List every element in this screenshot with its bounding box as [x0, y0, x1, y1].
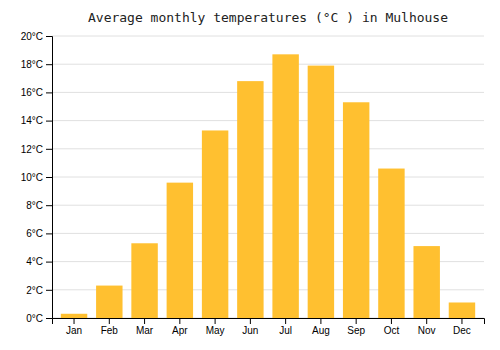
grid-line — [52, 120, 484, 121]
tick-label: 8°C — [26, 200, 43, 211]
tick-label: 18°C — [21, 59, 43, 70]
tick-mark — [179, 318, 180, 324]
tick: 10°C — [21, 172, 52, 183]
tick: Oct — [384, 318, 400, 336]
tick-mark — [46, 177, 52, 178]
bar — [131, 243, 157, 318]
tick: 0°C — [26, 313, 52, 324]
tick-label: 16°C — [21, 87, 43, 98]
bar — [343, 102, 369, 318]
tick-mark — [46, 262, 52, 263]
tick-label: 12°C — [21, 144, 43, 155]
grid-line — [52, 177, 484, 178]
tick-mark — [46, 233, 52, 234]
tick-mark — [46, 92, 52, 93]
tick-mark — [74, 318, 75, 324]
tick: Jul — [279, 318, 292, 336]
tick: Feb — [101, 318, 119, 336]
tick-mark — [46, 149, 52, 150]
tick: 8°C — [26, 200, 52, 211]
tick-label: Nov — [418, 325, 436, 336]
tick-label: Apr — [172, 325, 188, 336]
tick: Jan — [66, 318, 82, 336]
tick-mark — [144, 318, 145, 324]
tick: Sep — [347, 318, 365, 336]
tick-label: 6°C — [26, 228, 43, 239]
bar — [308, 66, 334, 318]
bar — [237, 81, 263, 318]
tick: Aug — [312, 318, 330, 336]
x-axis: Jan Feb Mar Apr May Jun Jul Aug Sep Oct Nov Dec — [53, 318, 485, 336]
tick-mark — [285, 318, 286, 324]
tick: 6°C — [26, 228, 52, 239]
tick: 20°C — [21, 31, 52, 42]
bar — [413, 246, 439, 318]
tick-label: Sep — [347, 325, 365, 336]
bar — [378, 169, 404, 318]
tick-label: 2°C — [26, 285, 43, 296]
bar — [449, 302, 475, 318]
grid-line — [52, 148, 484, 149]
tick-mark — [46, 64, 52, 65]
grid-line — [52, 205, 484, 206]
tick-label: 10°C — [21, 172, 43, 183]
tick: 18°C — [21, 59, 52, 70]
tick-label: 0°C — [26, 313, 43, 324]
tick-label: Dec — [453, 325, 471, 336]
grid-line — [52, 64, 484, 65]
chart: 0°C 2°C 4°C 6°C 8°C 10°C 12°C 14°C 16°C 18°C 20°C J… — [0, 0, 500, 350]
bar — [272, 54, 298, 318]
tick-label: Oct — [384, 325, 400, 336]
tick: Jun — [242, 318, 258, 336]
tick-mark — [46, 36, 52, 37]
bar — [61, 314, 87, 318]
tick-mark — [46, 318, 52, 319]
tick: Apr — [172, 318, 188, 336]
bar — [96, 286, 122, 318]
grid-line — [52, 233, 484, 234]
tick: 4°C — [26, 256, 52, 267]
tick-mark — [46, 121, 52, 122]
plot: 0°C 2°C 4°C 6°C 8°C 10°C 12°C 14°C 16°C 18°C 20°C J… — [21, 31, 485, 336]
tick: 2°C — [26, 285, 52, 296]
tick-mark — [426, 318, 427, 324]
grid — [52, 36, 484, 318]
tick: Mar — [136, 318, 154, 336]
tick-label: Jul — [279, 325, 292, 336]
grid-line — [52, 36, 484, 37]
tick-mark — [215, 318, 216, 324]
tick-mark — [461, 318, 462, 324]
tick-mark — [320, 318, 321, 324]
tick: Dec — [453, 318, 471, 336]
axis-line — [53, 319, 485, 325]
bars — [61, 54, 475, 318]
tick-mark — [46, 205, 52, 206]
tick-label: 4°C — [26, 256, 43, 267]
title: Average monthly temperatures (°C ) in Mu… — [88, 10, 448, 25]
tick: Nov — [418, 318, 436, 336]
tick-mark — [356, 318, 357, 324]
tick-label: Feb — [101, 325, 119, 336]
grid-line — [52, 92, 484, 93]
tick: 14°C — [21, 115, 52, 126]
bar — [167, 183, 193, 318]
axis-line — [46, 37, 53, 319]
tick-mark — [109, 318, 110, 324]
y-axis: 0°C 2°C 4°C 6°C 8°C 10°C 12°C 14°C 16°C 18°C 20°C — [21, 31, 53, 324]
bar — [202, 130, 228, 318]
tick-label: May — [206, 325, 225, 336]
tick-label: Mar — [136, 325, 154, 336]
tick-mark — [250, 318, 251, 324]
tick: 16°C — [21, 87, 52, 98]
tick: May — [206, 318, 225, 336]
tick: 12°C — [21, 144, 52, 155]
tick-label: Jan — [66, 325, 82, 336]
tick-mark — [46, 290, 52, 291]
tick-label: Aug — [312, 325, 330, 336]
tick-mark — [391, 318, 392, 324]
tick-label: 20°C — [21, 31, 43, 42]
tick-label: Jun — [242, 325, 258, 336]
tick-label: 14°C — [21, 115, 43, 126]
